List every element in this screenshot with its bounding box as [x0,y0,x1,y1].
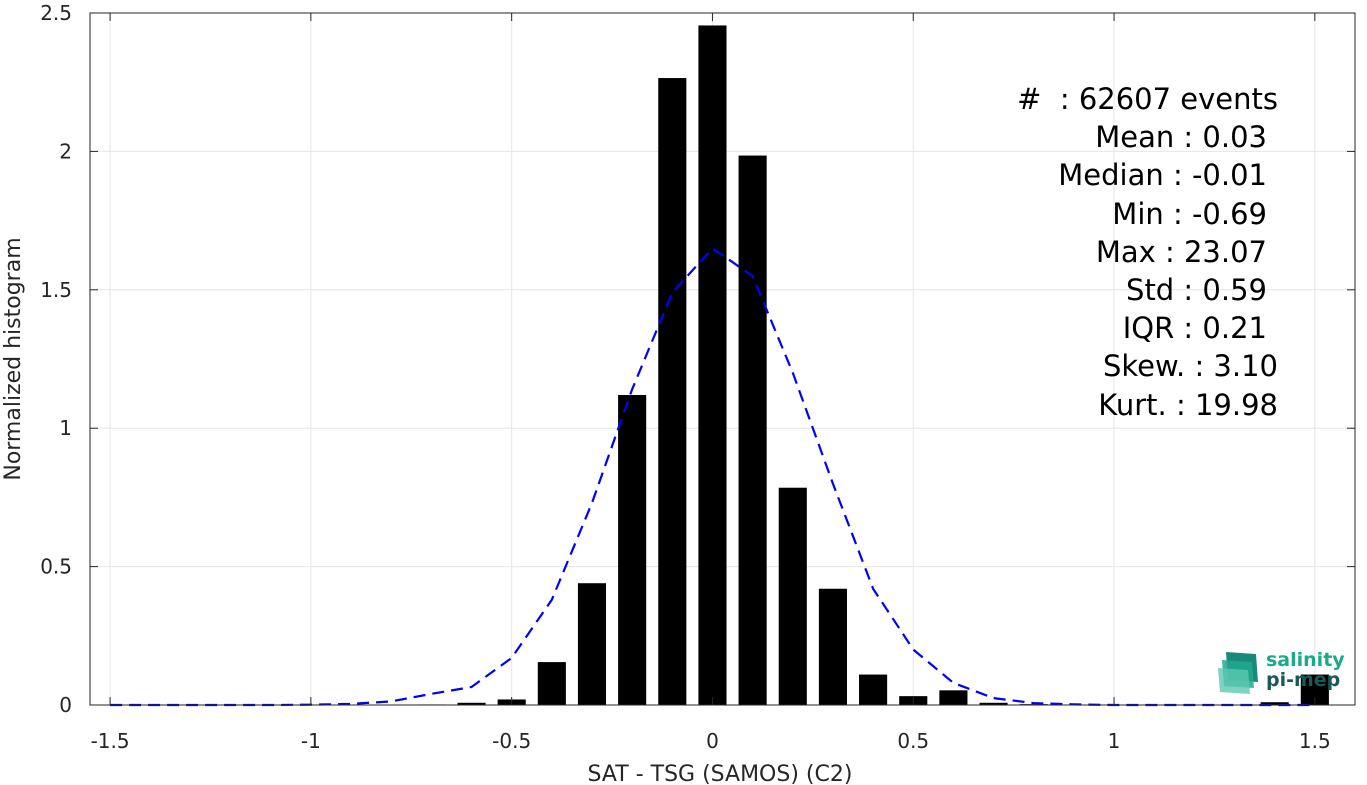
logo-text-salinity: salinity [1266,649,1345,671]
histogram-bar [818,588,847,705]
histogram-bar [698,25,727,706]
histogram-bar [658,78,687,706]
y-tick-label: 0.5 [40,555,72,579]
x-tick-label: -0.5 [492,729,531,753]
y-tick-label: 1 [59,416,72,440]
stats-box: # : 62607 events Mean : 0.03 Median : -0… [1017,82,1278,422]
stat-std: Std : 0.59 [1126,273,1267,307]
histogram-bar [577,583,607,705]
wave-layers-icon [1218,652,1258,694]
y-tick-labels: 0 0.5 1 1.5 2 2.5 [40,1,72,717]
histogram-bar [537,662,566,705]
stat-mean: Mean : 0.03 [1095,120,1267,154]
histogram-bar [738,155,767,705]
x-tick-label: 0.5 [897,729,929,753]
y-tick-label: 2 [59,139,72,163]
histogram-bars [417,25,1329,706]
y-tick-label: 0 [59,693,72,717]
plot-frame [89,12,1356,706]
histogram-bar [859,674,888,705]
histogram-bar [618,394,647,705]
x-axis-label: SAT - TSG (SAMOS) (C2) [588,762,853,785]
stat-max: Max : 23.07 [1096,235,1267,269]
histogram-bar [457,702,486,705]
logo-text-pimep: pi-mep [1266,669,1340,691]
x-tick-label: 1 [1108,729,1121,753]
y-tick-label: 2.5 [40,1,72,25]
histogram-bar [778,487,807,705]
stat-kurt: Kurt. : 19.98 [1098,388,1278,422]
histogram-bar [979,702,1008,705]
y-axis-label: Normalized histogram [1,237,26,480]
x-tick-label: 1.5 [1299,729,1331,753]
stat-iqr: IQR : 0.21 [1123,311,1267,345]
y-tick-label: 1.5 [40,278,72,302]
x-tick-label: 0 [706,729,719,753]
axes-frame [89,12,1356,706]
salinity-pimep-logo: salinity pi-mep [1218,649,1345,694]
x-tick-label: -1 [301,729,321,753]
stat-median: Median : -0.01 [1058,158,1267,192]
stat-skew: Skew. : 3.10 [1103,349,1278,383]
x-tick-labels: -1.5 -1 -0.5 0 0.5 1 1.5 [91,729,1331,753]
stat-min: Min : -0.69 [1112,197,1267,231]
stat-events: # : 62607 events [1017,82,1278,116]
histogram-bar [939,690,968,705]
x-tick-label: -1.5 [91,729,130,753]
histogram-bar [1260,702,1289,705]
